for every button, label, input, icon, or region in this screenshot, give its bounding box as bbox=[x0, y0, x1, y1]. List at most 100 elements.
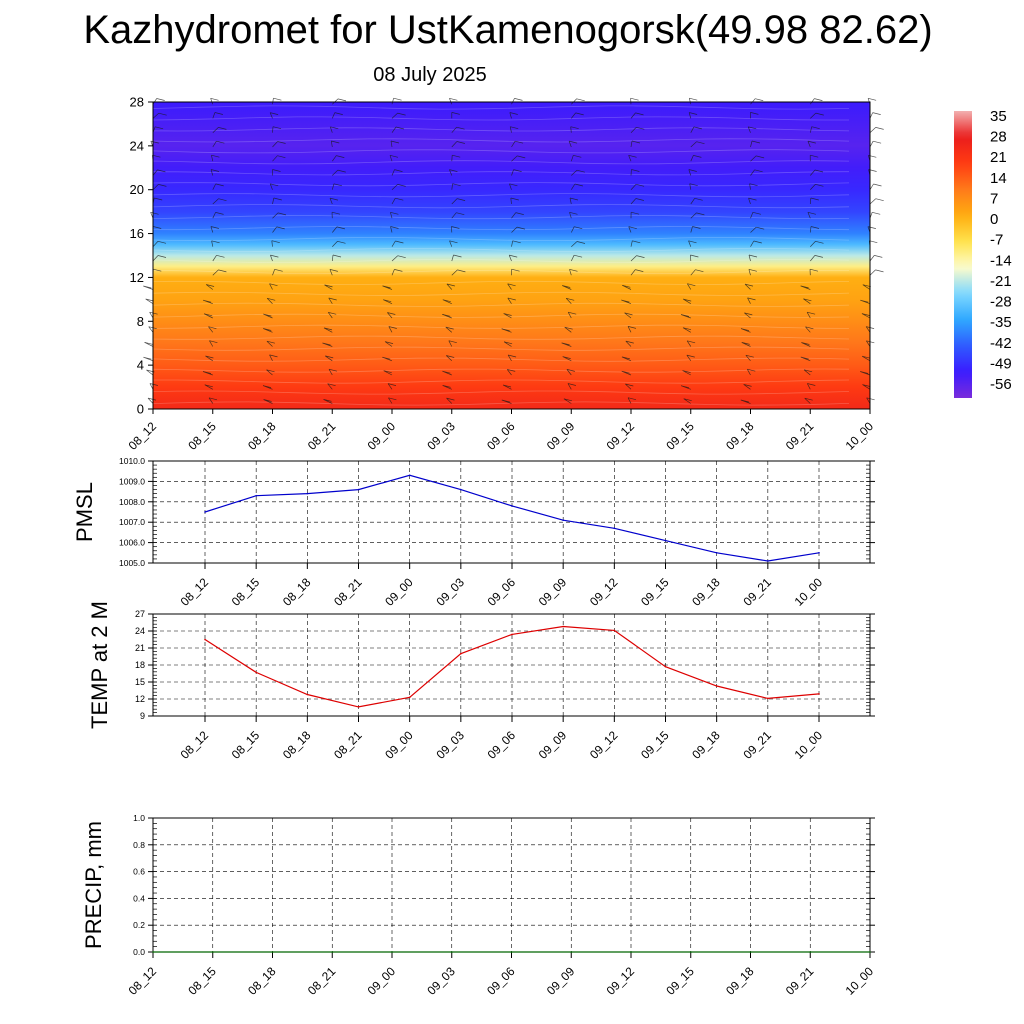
wind-barb bbox=[509, 183, 518, 190]
x-tick-label: 09_12 bbox=[587, 575, 621, 609]
wind-barb bbox=[806, 383, 816, 390]
wind-barb bbox=[688, 97, 698, 105]
wind-barb bbox=[152, 184, 167, 190]
wind-barb bbox=[331, 254, 342, 262]
date-subtitle: 08 July 2025 bbox=[373, 64, 487, 86]
wind-barb bbox=[383, 299, 393, 305]
wind-barb bbox=[388, 397, 397, 404]
y-tick-label: 0.8 bbox=[133, 840, 145, 850]
wind-barb bbox=[630, 198, 644, 205]
wind-barb bbox=[748, 254, 758, 262]
wind-barb bbox=[621, 299, 632, 305]
contour-line bbox=[152, 138, 850, 143]
contour-line bbox=[152, 193, 850, 198]
wind-barb bbox=[388, 326, 397, 333]
wind-barb bbox=[869, 269, 884, 276]
wind-barb bbox=[328, 297, 337, 304]
wind-barb bbox=[449, 240, 458, 247]
wind-barb bbox=[391, 197, 404, 205]
wind-barb bbox=[810, 169, 824, 176]
wind-barb bbox=[750, 169, 763, 176]
wind-barb bbox=[686, 354, 695, 362]
wind-barb bbox=[809, 154, 819, 162]
wind-barb bbox=[449, 97, 458, 105]
wind-barb bbox=[269, 112, 279, 119]
wind-barb bbox=[563, 398, 572, 404]
wind-barb bbox=[869, 211, 881, 219]
wind-barb bbox=[565, 297, 575, 304]
temperature-colorbar: 35 28 21 14 7 0 -7 -14 -21 -28 -35 -42 -49 -56 bbox=[954, 108, 1012, 398]
wind-barb bbox=[810, 255, 823, 262]
wind-barb bbox=[810, 112, 824, 119]
wind-barb bbox=[745, 354, 754, 362]
y-axis-label: PRECIP, mm bbox=[81, 821, 106, 949]
x-tick-label: 09_21 bbox=[740, 728, 774, 762]
precip-panel: 0.0 0.2 0.4 0.6 0.8 1.0 08_12 08_15 08_18 08_21 09… bbox=[81, 813, 876, 998]
wind-barb bbox=[212, 140, 225, 148]
wind-barb bbox=[690, 197, 703, 205]
wind-barb bbox=[149, 311, 158, 319]
wind-barb bbox=[571, 169, 585, 176]
wind-barb bbox=[143, 356, 154, 362]
x-tick-label: 08_18 bbox=[245, 964, 279, 998]
wind-barb bbox=[630, 169, 640, 176]
wind-barb bbox=[211, 154, 220, 162]
x-tick-label: 09_09 bbox=[536, 575, 570, 609]
y-tick-label: 16 bbox=[130, 226, 144, 241]
data-point bbox=[613, 629, 616, 632]
wind-barb bbox=[747, 126, 757, 133]
contour-line bbox=[152, 401, 850, 406]
colorbar-label: 0 bbox=[990, 211, 998, 228]
page-title: Kazhydromet for UstKamenogorsk(49.98 82.… bbox=[83, 8, 933, 52]
contour-line bbox=[152, 116, 849, 121]
x-tick-label: 08_15 bbox=[229, 728, 263, 762]
wind-barb bbox=[570, 226, 583, 233]
wind-barb bbox=[625, 340, 634, 347]
wind-barb bbox=[451, 254, 462, 262]
contour-line bbox=[152, 226, 850, 231]
wind-barb bbox=[446, 283, 455, 290]
wind-barb bbox=[212, 212, 224, 219]
wind-barb bbox=[152, 169, 166, 176]
wind-barb bbox=[869, 127, 884, 133]
data-point bbox=[306, 693, 309, 696]
x-tick-label: 10_00 bbox=[792, 575, 826, 609]
x-tick-label: 09_06 bbox=[484, 964, 518, 998]
wind-barb bbox=[750, 140, 761, 148]
wind-barb bbox=[507, 354, 517, 361]
wind-barb bbox=[800, 285, 811, 290]
wind-barb bbox=[448, 340, 457, 347]
x-tick-label: 08_12 bbox=[126, 964, 160, 998]
wind-barb bbox=[511, 268, 520, 276]
wind-barb bbox=[269, 354, 278, 361]
wind-barb bbox=[562, 356, 572, 362]
wind-barb bbox=[567, 311, 577, 319]
wind-barb bbox=[803, 369, 813, 376]
wind-barb bbox=[272, 212, 287, 219]
wind-barb bbox=[212, 254, 225, 262]
contour-line bbox=[152, 160, 850, 165]
wind-barb bbox=[208, 397, 218, 404]
wind-barb bbox=[204, 384, 213, 390]
wind-barb bbox=[501, 328, 512, 333]
y-tick-label: 15 bbox=[135, 677, 145, 687]
wind-barb bbox=[269, 183, 279, 190]
x-tick-label: 10_00 bbox=[843, 964, 877, 998]
wind-barb bbox=[511, 240, 521, 247]
wind-barb bbox=[630, 211, 640, 219]
wind-barb bbox=[869, 140, 882, 148]
wind-barb bbox=[212, 127, 227, 133]
wind-barb bbox=[451, 154, 461, 162]
wind-barb bbox=[389, 154, 399, 162]
wind-barb bbox=[630, 240, 641, 247]
wind-barb bbox=[383, 370, 393, 376]
wind-barb bbox=[143, 285, 154, 290]
wind-barb bbox=[508, 254, 518, 262]
y-tick-label: 1010.0 bbox=[119, 456, 145, 466]
wind-barb bbox=[202, 299, 213, 305]
x-tick-label: 09_21 bbox=[740, 575, 774, 609]
data-point bbox=[271, 951, 274, 953]
wind-barb bbox=[571, 241, 586, 247]
wind-barb bbox=[749, 183, 758, 190]
